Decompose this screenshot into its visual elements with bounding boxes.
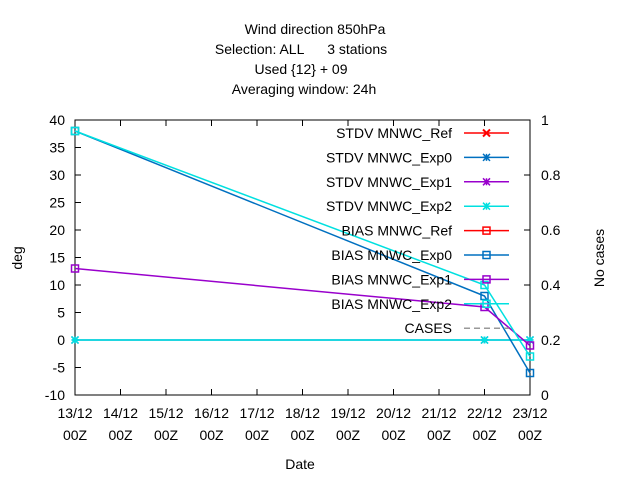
x-tick-sublabel: 00Z [199, 427, 224, 443]
x-tick-sublabel: 00Z [518, 427, 543, 443]
data-point [525, 368, 535, 378]
legend-entry: STDV MNWC_Exp1 [326, 174, 509, 190]
series [70, 126, 535, 378]
y-tick-label: 5 [57, 305, 65, 321]
x-tick-label: 16/12 [194, 405, 229, 421]
legend-marker [482, 299, 491, 309]
legend-entry: STDV MNWC_Ref [336, 125, 509, 141]
x-tick-sublabel: 00Z [63, 427, 88, 443]
y2-tick-label: 0 [541, 387, 549, 403]
series-line [74, 130, 531, 374]
series [70, 126, 535, 361]
legend-entry: STDV MNWC_Exp2 [326, 198, 509, 214]
x-axis: 13/12 00Z 14/12 00Z 15/12 00Z 16/12 00Z 17/12 00Z… [57, 120, 548, 443]
legend-label: BIAS MNWC_Exp0 [331, 247, 452, 263]
legend-label: STDV MNWC_Exp2 [326, 198, 452, 214]
y-tick-label: 20 [49, 222, 65, 238]
data-point [480, 335, 489, 345]
legend-label: STDV MNWC_Exp0 [326, 149, 452, 165]
series-line [74, 267, 531, 347]
series-line [74, 130, 531, 357]
x-tick-label: 23/12 [512, 405, 547, 421]
legend-entry: BIAS MNWC_Ref [342, 223, 509, 239]
legend-marker [482, 275, 491, 284]
legend-marker [482, 153, 491, 162]
y-axis-title: deg [9, 246, 25, 269]
legend-marker [482, 128, 491, 138]
y2-tick-label: 0.6 [541, 222, 561, 238]
x-tick-sublabel: 00Z [381, 427, 406, 443]
plot-area-frame [74, 119, 531, 396]
y-tick-label: 15 [49, 250, 65, 266]
data-point [525, 335, 535, 345]
legend-label: BIAS MNWC_Ref [342, 223, 453, 239]
legend-marker [482, 250, 491, 260]
legend-label: BIAS MNWC_Exp2 [331, 296, 452, 312]
y-tick-label: 25 [49, 195, 65, 211]
x-tick-sublabel: 00Z [154, 427, 179, 443]
x-tick-label: 17/12 [239, 405, 274, 421]
title-line-2: Selection: ALL 3 stations [215, 41, 387, 57]
y-tick-label: 35 [49, 140, 65, 156]
y-tick-label: -5 [53, 360, 66, 376]
x-tick-label: 18/12 [285, 405, 320, 421]
title-line-3: Used {12} + 09 [254, 61, 347, 77]
y-tick-label: 0 [57, 332, 65, 348]
series [70, 335, 535, 345]
series-layer [70, 126, 535, 378]
x-tick-label: 19/12 [330, 405, 365, 421]
x-tick-sublabel: 00Z [336, 427, 361, 443]
x-tick-sublabel: 00Z [427, 427, 452, 443]
legend-label: STDV MNWC_Exp1 [326, 174, 452, 190]
chart-title: Wind direction 850hPa Selection: ALL 3 s… [215, 21, 387, 97]
x-axis-title: Date [285, 456, 315, 472]
x-tick-sublabel: 00Z [472, 427, 497, 443]
legend-marker [482, 202, 491, 211]
data-point [480, 291, 489, 301]
legend-marker [482, 226, 491, 235]
x-tick-label: 21/12 [421, 405, 456, 421]
y-tick-label: 40 [49, 112, 65, 128]
legend-marker [482, 177, 491, 186]
legend-label: BIAS MNWC_Exp1 [331, 271, 452, 287]
y2-axis-title: No cases [591, 229, 607, 287]
legend-entry: BIAS MNWC_Exp1 [331, 271, 509, 287]
legend-label: CASES [405, 320, 452, 336]
y-tick-label: 30 [49, 167, 65, 183]
data-point [70, 264, 80, 273]
y2-tick-label: 0.4 [541, 277, 561, 293]
x-tick-label: 14/12 [103, 405, 138, 421]
data-point [525, 352, 535, 361]
legend-entry: CASES [405, 320, 509, 336]
data-point [480, 280, 489, 290]
x-tick-label: 13/12 [57, 405, 92, 421]
y2-tick-label: 0.8 [541, 167, 561, 183]
x-tick-sublabel: 00Z [108, 427, 133, 443]
y-tick-label: -10 [45, 387, 65, 403]
y2-tick-label: 0.2 [541, 332, 561, 348]
title-line-4: Averaging window: 24h [232, 81, 377, 97]
x-tick-label: 20/12 [376, 405, 411, 421]
legend-entry: BIAS MNWC_Exp0 [331, 247, 509, 263]
legend-entry: BIAS MNWC_Exp2 [331, 296, 509, 312]
legend-label: STDV MNWC_Ref [336, 125, 452, 141]
x-tick-sublabel: 00Z [245, 427, 270, 443]
data-point [525, 341, 535, 350]
legend-entry: STDV MNWC_Exp0 [326, 149, 509, 165]
data-point [70, 335, 80, 345]
x-tick-label: 15/12 [148, 405, 183, 421]
y2-axis: 0 0.2 0.4 0.6 0.8 1 [524, 112, 561, 403]
data-point [70, 126, 80, 136]
y2-tick-label: 1 [541, 112, 549, 128]
legend: STDV MNWC_Ref STDV MNWC_Exp0 STDV MNWC_Exp… [326, 125, 509, 336]
y-tick-label: 10 [49, 277, 65, 293]
x-tick-sublabel: 00Z [290, 427, 315, 443]
title-line-1: Wind direction 850hPa [245, 21, 386, 37]
x-tick-label: 22/12 [467, 405, 502, 421]
y-axis: -10 -5 0 5 10 15 20 25 30 35 40 [45, 112, 81, 403]
